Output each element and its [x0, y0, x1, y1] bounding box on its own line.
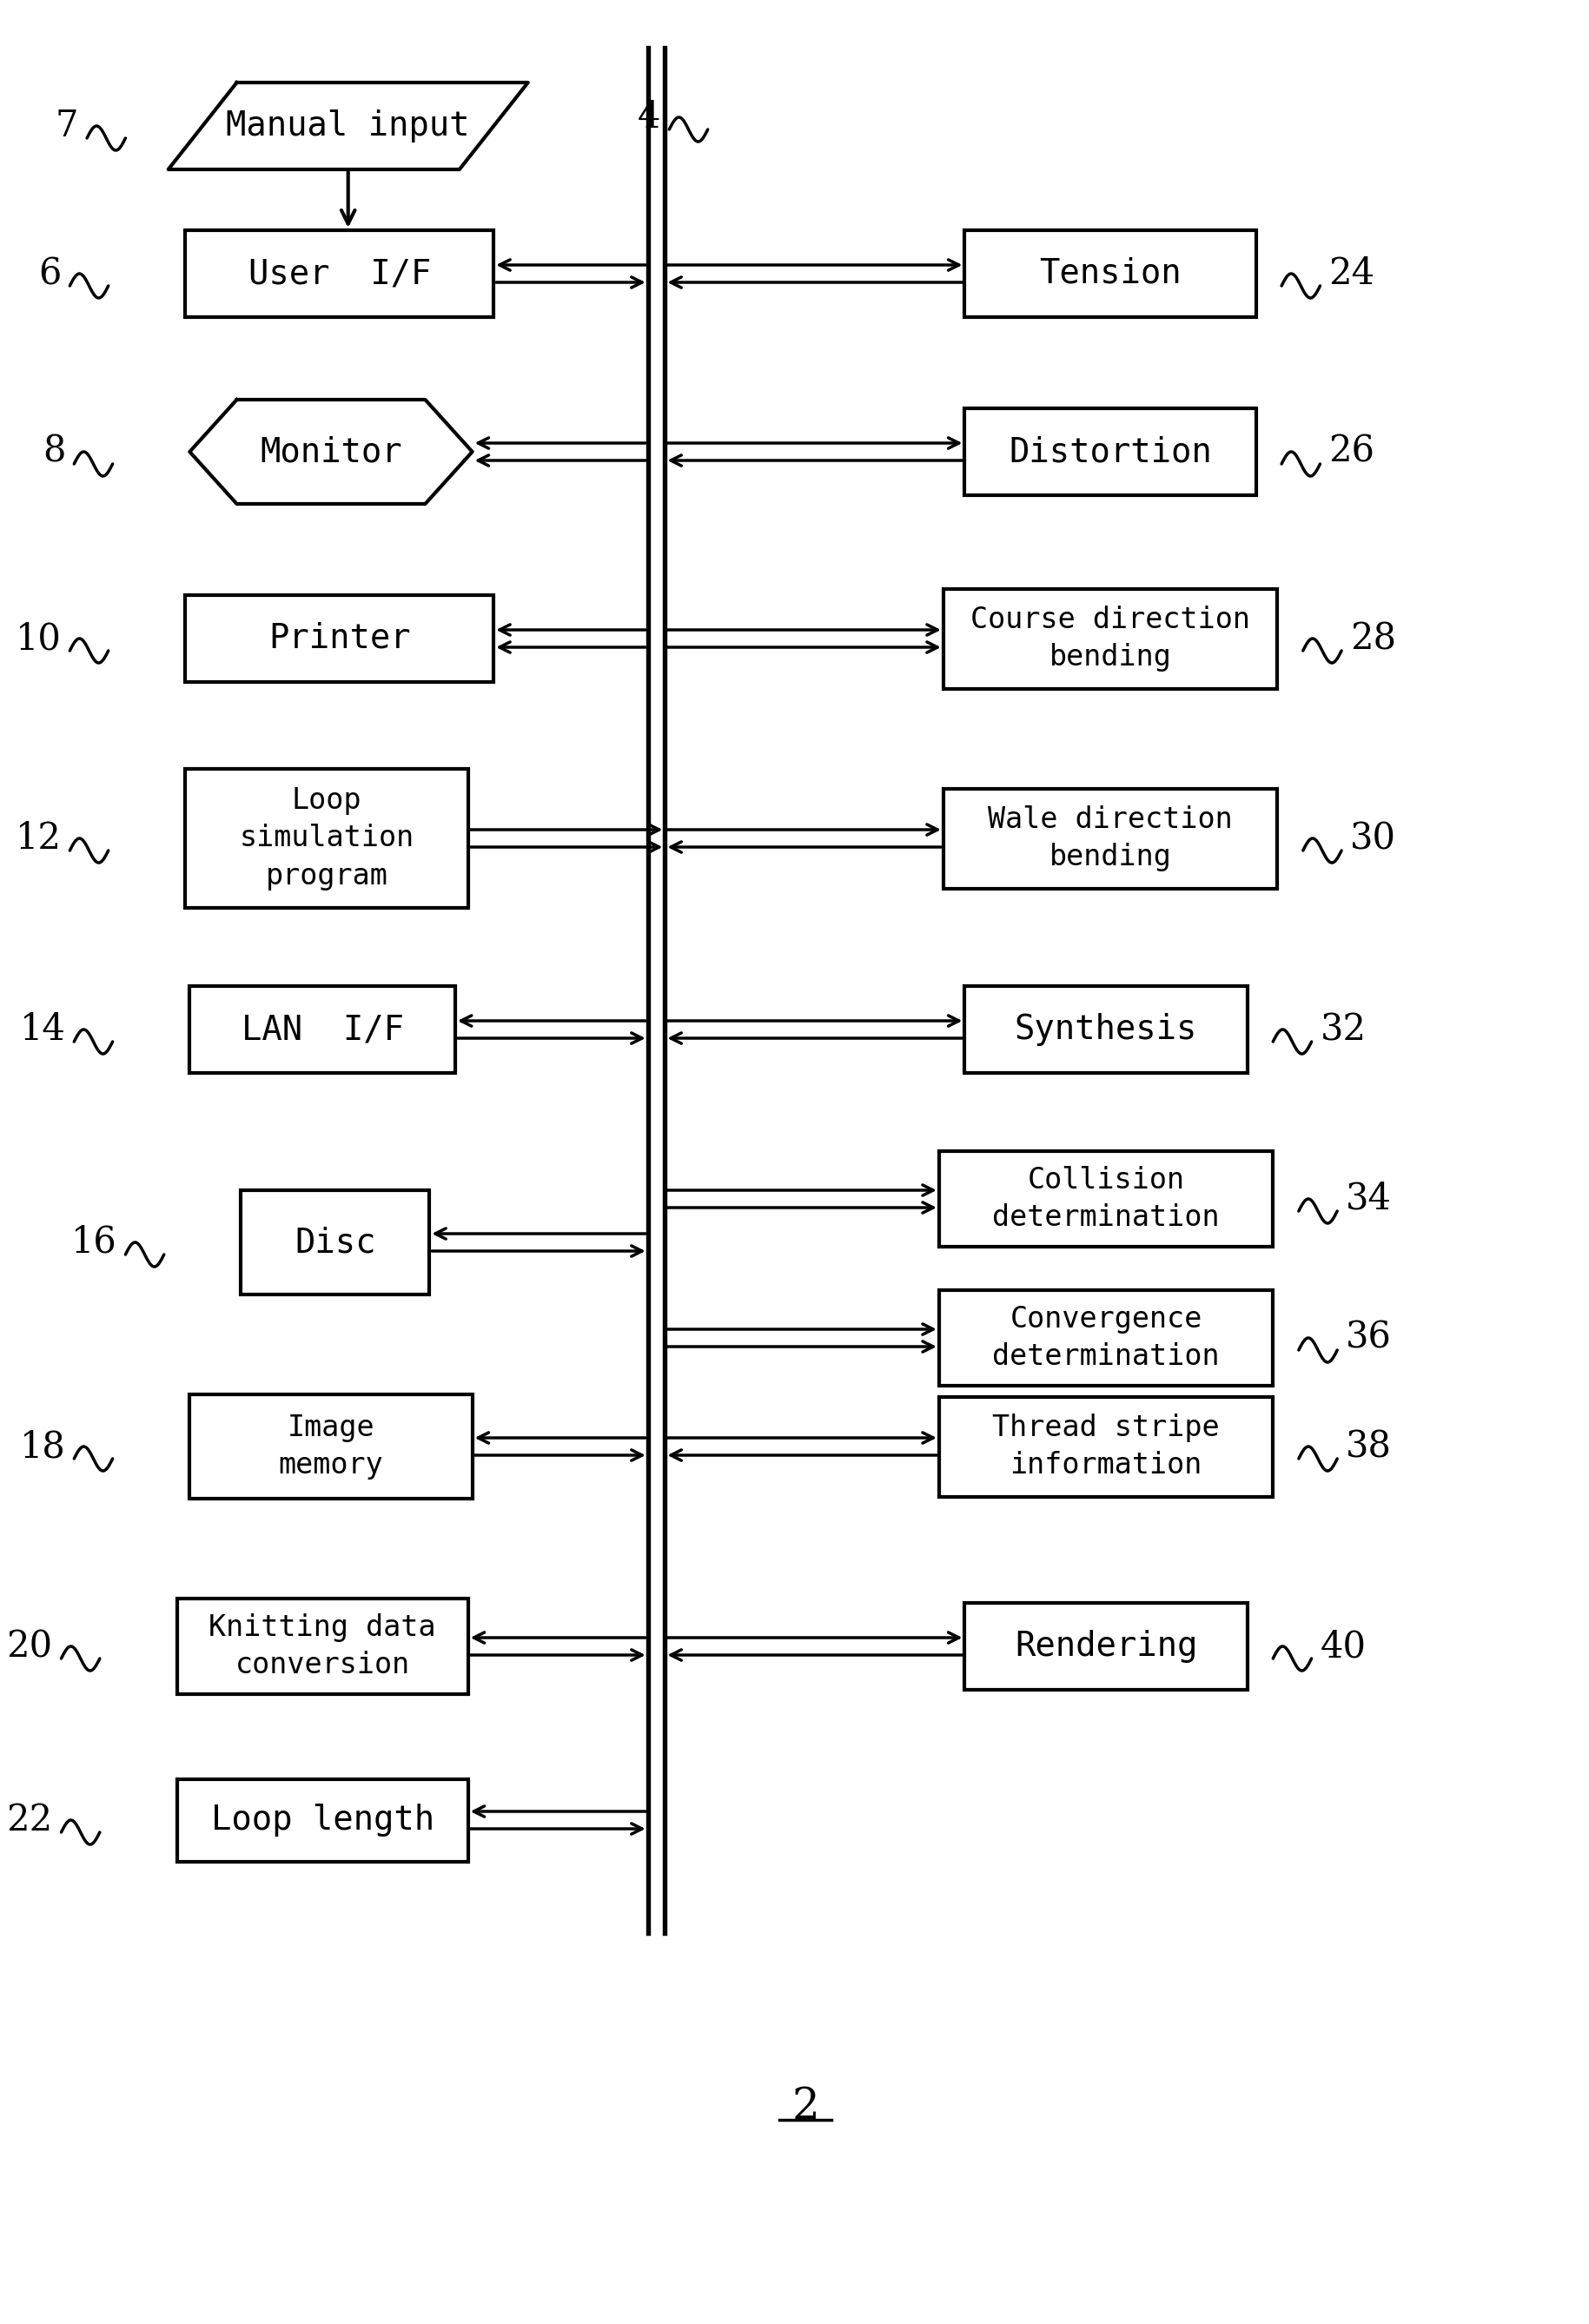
Bar — [965, 230, 1255, 316]
Bar — [176, 1599, 469, 1694]
Bar — [965, 409, 1255, 495]
Text: 14: 14 — [19, 1011, 65, 1048]
Bar — [965, 1604, 1247, 1690]
Text: Rendering: Rendering — [1015, 1629, 1198, 1664]
Bar — [186, 595, 494, 681]
Text: Knitting data
conversion: Knitting data conversion — [208, 1613, 435, 1680]
Text: Manual input: Manual input — [226, 109, 470, 142]
Text: 8: 8 — [43, 435, 65, 469]
Text: 22: 22 — [6, 1801, 52, 1838]
Text: 34: 34 — [1346, 1181, 1392, 1218]
Text: 2: 2 — [791, 2085, 820, 2129]
Text: LAN  I/F: LAN I/F — [242, 1013, 404, 1046]
Text: 40: 40 — [1320, 1629, 1367, 1664]
Text: Collision
determination: Collision determination — [993, 1167, 1220, 1232]
Text: 18: 18 — [19, 1429, 65, 1464]
Text: 4: 4 — [637, 100, 661, 135]
Bar — [939, 1397, 1273, 1497]
Bar — [939, 1290, 1273, 1385]
Bar — [189, 1394, 472, 1499]
Text: Distortion: Distortion — [1009, 435, 1212, 467]
Text: 26: 26 — [1328, 435, 1374, 469]
Text: Image
memory: Image memory — [278, 1413, 383, 1480]
Text: 20: 20 — [6, 1629, 52, 1664]
Text: 36: 36 — [1346, 1320, 1392, 1357]
Text: Monitor: Monitor — [261, 435, 402, 467]
Text: 10: 10 — [16, 621, 62, 658]
Text: Tension: Tension — [1039, 258, 1181, 290]
Text: Course direction
bending: Course direction bending — [971, 604, 1251, 672]
Text: 6: 6 — [38, 256, 62, 293]
Text: Printer: Printer — [269, 623, 410, 655]
Bar — [944, 788, 1278, 888]
Text: 16: 16 — [72, 1225, 118, 1260]
Text: 7: 7 — [56, 107, 78, 144]
Text: 32: 32 — [1320, 1011, 1367, 1048]
Bar — [176, 1778, 469, 1862]
Bar — [186, 769, 469, 909]
Bar — [939, 1150, 1273, 1246]
Text: 30: 30 — [1351, 820, 1397, 858]
Polygon shape — [189, 400, 472, 504]
Text: Loop length: Loop length — [211, 1803, 434, 1836]
Text: Convergence
determination: Convergence determination — [993, 1304, 1220, 1371]
Text: 38: 38 — [1346, 1429, 1392, 1464]
Text: Thread stripe
information: Thread stripe information — [993, 1413, 1220, 1480]
Bar — [186, 230, 494, 316]
Text: Wale direction
bending: Wale direction bending — [988, 804, 1233, 872]
Bar — [944, 588, 1278, 688]
Bar — [189, 985, 454, 1074]
Polygon shape — [168, 84, 528, 170]
Text: Disc: Disc — [294, 1225, 377, 1260]
Text: 24: 24 — [1328, 256, 1374, 293]
Text: Loop
simulation
program: Loop simulation program — [240, 786, 415, 890]
Text: 12: 12 — [16, 820, 62, 858]
Text: 28: 28 — [1351, 621, 1397, 658]
Text: Synthesis: Synthesis — [1015, 1013, 1198, 1046]
Bar — [965, 985, 1247, 1074]
Bar — [242, 1190, 429, 1294]
Text: User  I/F: User I/F — [248, 258, 431, 290]
